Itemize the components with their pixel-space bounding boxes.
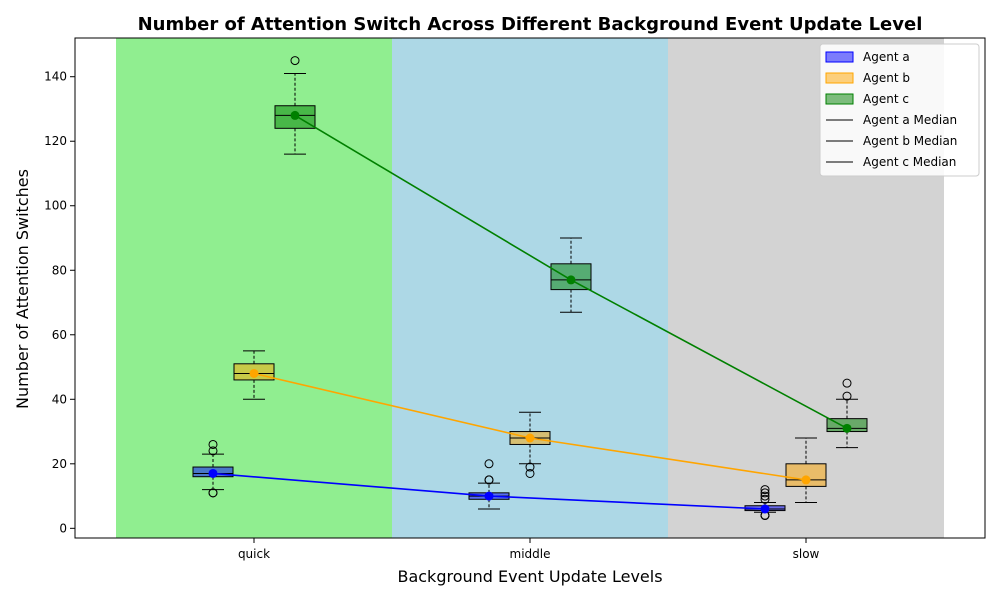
outlier-point	[484, 459, 494, 469]
agent-a-median-marker-slow	[760, 504, 770, 514]
outlier-point	[290, 56, 300, 66]
y-tick-label: 0	[59, 521, 67, 535]
chart-title: Number of Attention Switch Across Differ…	[138, 14, 923, 35]
outlier-point	[842, 391, 852, 401]
agent-a-median-marker-middle	[484, 491, 494, 501]
outlier-point	[208, 439, 218, 449]
legend-box	[819, 43, 980, 177]
legend-entry-label: Agent c Median	[863, 155, 956, 169]
agent-a-median-marker-quick	[208, 468, 218, 478]
agent-c-box-middle	[550, 237, 592, 313]
x-tick-label-middle: middle	[510, 547, 551, 561]
y-axis-label: Number of Attention Switches	[13, 169, 32, 409]
y-tick-label: 60	[52, 328, 67, 342]
legend-swatch	[825, 93, 854, 105]
iqr-box	[785, 463, 827, 487]
legend: Agent a Agent b Agent c Agent a Median Agent…	[819, 43, 980, 177]
y-tick-label: 100	[44, 199, 67, 213]
outlier-point	[208, 446, 218, 456]
agent-b-box-slow	[785, 437, 827, 504]
y-tick-label: 40	[52, 392, 67, 406]
agent-c-median-marker-slow	[842, 423, 852, 433]
outlier-point	[525, 462, 535, 472]
legend-entry-label: Agent b Median	[863, 134, 957, 148]
background-band-quick	[116, 38, 392, 538]
legend-swatch	[825, 51, 854, 63]
agent-b-median-marker-slow	[801, 475, 811, 485]
outlier-point	[484, 475, 494, 485]
x-tick-label-slow: slow	[793, 547, 820, 561]
x-tick-label-quick: quick	[238, 547, 270, 561]
y-tick-label: 80	[52, 263, 67, 277]
legend-swatch	[825, 72, 854, 84]
y-tick-label: 140	[44, 70, 67, 84]
agent-c-median-marker-middle	[566, 275, 576, 285]
legend-entry-label: Agent a	[863, 50, 910, 64]
outlier-point	[842, 378, 852, 388]
agent-b-median-marker-quick	[249, 368, 259, 378]
legend-entry-label: Agent a Median	[863, 113, 957, 127]
y-tick-label: 20	[52, 457, 67, 471]
legend-entry-label: Agent b	[863, 71, 910, 85]
outlier-point	[525, 468, 535, 478]
legend-entry-label: Agent c	[863, 92, 909, 106]
outlier-point	[760, 491, 770, 501]
outlier-point	[760, 488, 770, 498]
outlier-point	[208, 488, 218, 498]
agent-c-median-marker-quick	[290, 110, 300, 120]
outlier-point	[760, 494, 770, 504]
x-axis-label: Background Event Update Levels	[397, 567, 662, 586]
y-tick-label: 120	[44, 134, 67, 148]
agent-b-median-marker-middle	[525, 433, 535, 443]
outlier-point	[760, 485, 770, 495]
